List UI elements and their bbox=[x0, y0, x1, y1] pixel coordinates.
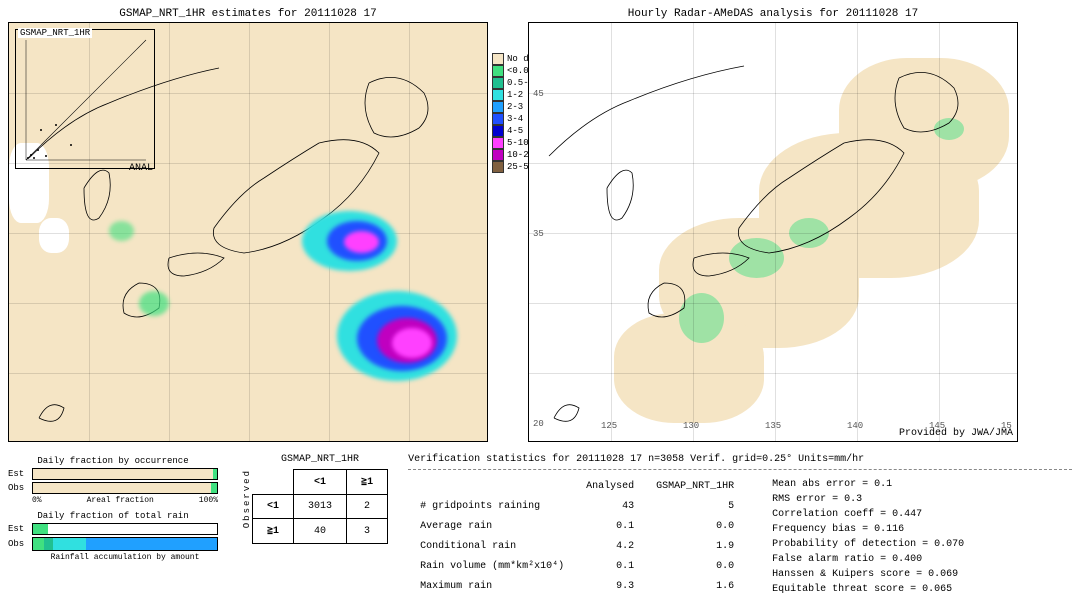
metric-row: Correlation coeff = 0.447 bbox=[768, 508, 968, 521]
inset-svg bbox=[16, 30, 156, 170]
metric-row: Probability of detection = 0.070 bbox=[768, 538, 968, 551]
ct-d: 3 bbox=[347, 519, 388, 544]
ctable-title: GSMAP_NRT_1HR bbox=[252, 454, 388, 465]
precip-blob bbox=[139, 291, 169, 316]
left-map: GSMAP_NRT_1HR ANAL No data<0.010.5-11-22… bbox=[8, 22, 488, 442]
ct-col1: <1 bbox=[294, 470, 347, 495]
stats-row: Maximum rain9.31.6 bbox=[410, 578, 744, 596]
coastline-right bbox=[529, 23, 1019, 443]
obs-occ-bar: Obs bbox=[8, 482, 218, 494]
lat-label: 35 bbox=[533, 229, 544, 239]
ct-row1: <1 bbox=[253, 495, 294, 519]
lon-label: 130 bbox=[683, 421, 699, 431]
right-map-title: Hourly Radar-AMeDAS analysis for 2011102… bbox=[528, 8, 1018, 20]
stats-block: Verification statistics for 20111028 17 … bbox=[408, 454, 1072, 598]
metric-row: Hanssen & Kuipers score = 0.069 bbox=[768, 568, 968, 581]
obs-label: Obs bbox=[8, 483, 32, 493]
stats-row: Rain volume (mm*km²x10⁴)0.10.0 bbox=[410, 558, 744, 576]
lon-label: 135 bbox=[765, 421, 781, 431]
total-title: Daily fraction of total rain bbox=[8, 511, 218, 521]
lat-label: 45 bbox=[533, 89, 544, 99]
axis-min: 0% bbox=[32, 496, 42, 505]
contingency-table: <1≧1 <130132 ≧1403 bbox=[252, 469, 388, 544]
observed-side-label: Observed bbox=[238, 469, 252, 528]
rainfall-axis-label: Rainfall accumulation by amount bbox=[51, 553, 200, 562]
precip-blob bbox=[392, 328, 432, 358]
est-total-bar: Est bbox=[8, 523, 218, 535]
col-model: GSMAP_NRT_1HR bbox=[646, 478, 744, 496]
anal-label: ANAL bbox=[129, 163, 153, 174]
ct-b: 2 bbox=[347, 495, 388, 519]
ct-c: 40 bbox=[294, 519, 347, 544]
stats-row: Conditional rain4.21.9 bbox=[410, 538, 744, 556]
rainfall-axis: Rainfall accumulation by amount bbox=[32, 553, 218, 562]
precip-blob bbox=[344, 231, 379, 253]
lat-label: 20 bbox=[533, 419, 544, 429]
inset-title: GSMAP_NRT_1HR bbox=[18, 28, 92, 38]
axis-max: 100% bbox=[199, 496, 218, 505]
stats-row: Average rain0.10.0 bbox=[410, 518, 744, 536]
metric-row: False alarm ratio = 0.400 bbox=[768, 553, 968, 566]
metric-row: Mean abs error = 0.1 bbox=[768, 478, 968, 491]
fraction-bars: Daily fraction by occurrence Est Obs 0% … bbox=[8, 454, 218, 562]
ct-col2: ≧1 bbox=[347, 470, 388, 495]
left-map-panel: GSMAP_NRT_1HR estimates for 20111028 17 bbox=[8, 8, 488, 448]
metric-row: RMS error = 0.3 bbox=[768, 493, 968, 506]
stats-row: # gridpoints raining435 bbox=[410, 498, 744, 516]
obs-label: Obs bbox=[8, 539, 32, 549]
divider bbox=[408, 469, 1072, 470]
est-label: Est bbox=[8, 469, 32, 479]
ct-a: 3013 bbox=[294, 495, 347, 519]
inset-scatter: GSMAP_NRT_1HR bbox=[15, 29, 155, 169]
est-label: Est bbox=[8, 524, 32, 534]
bottom-row: Daily fraction by occurrence Est Obs 0% … bbox=[8, 454, 1072, 598]
contingency-block: Observed GSMAP_NRT_1HR <1≧1 <130132 ≧140… bbox=[238, 454, 388, 544]
occurrence-title: Daily fraction by occurrence bbox=[8, 456, 218, 466]
stats-header: Verification statistics for 20111028 17 … bbox=[408, 454, 1072, 465]
precip-blob bbox=[109, 221, 134, 241]
col-analysed: Analysed bbox=[576, 478, 644, 496]
left-map-title: GSMAP_NRT_1HR estimates for 20111028 17 bbox=[8, 8, 488, 20]
ct-row2: ≧1 bbox=[253, 519, 294, 544]
metrics-table: Mean abs error = 0.1 RMS error = 0.3 Corre… bbox=[766, 476, 970, 598]
provided-by: Provided by JWA/JMA bbox=[899, 428, 1013, 439]
metric-row: Frequency bias = 0.116 bbox=[768, 523, 968, 536]
obs-total-bar: Obs bbox=[8, 537, 218, 551]
maps-row: GSMAP_NRT_1HR estimates for 20111028 17 bbox=[8, 8, 1072, 448]
right-map: 45 35 20 125 130 135 140 145 15 Provided… bbox=[528, 22, 1018, 442]
axis-label: Areal fraction bbox=[87, 496, 154, 505]
est-occ-bar: Est bbox=[8, 468, 218, 480]
metric-row: Equitable threat score = 0.065 bbox=[768, 583, 968, 596]
lon-label: 125 bbox=[601, 421, 617, 431]
stats-table: AnalysedGSMAP_NRT_1HR # gridpoints raini… bbox=[408, 476, 746, 598]
lon-label: 140 bbox=[847, 421, 863, 431]
right-map-panel: Hourly Radar-AMeDAS analysis for 2011102… bbox=[528, 8, 1018, 448]
areal-axis: 0% Areal fraction 100% bbox=[32, 496, 218, 505]
